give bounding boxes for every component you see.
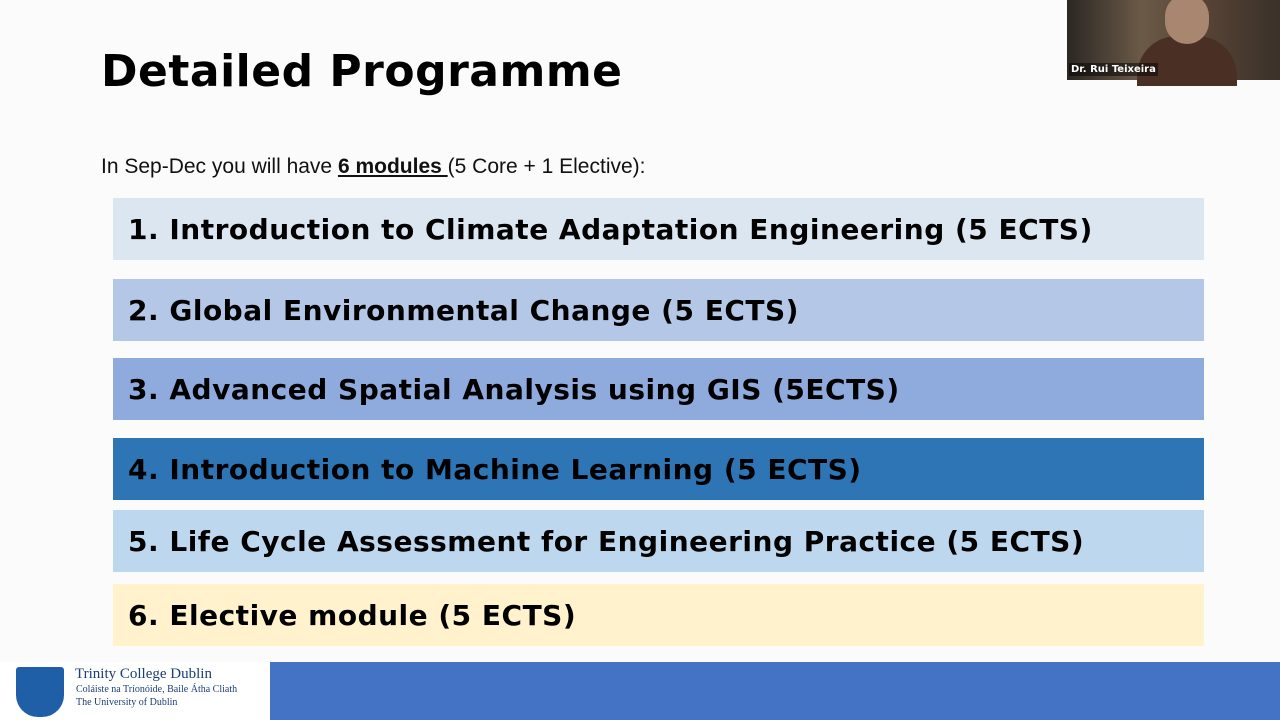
- module-item: 2. Global Environmental Change (5 ECTS): [113, 279, 1204, 341]
- module-item: 1. Introduction to Climate Adaptation En…: [113, 198, 1204, 260]
- footer-logo: Trinity College Dublin Coláiste na Tríon…: [0, 662, 270, 720]
- intro-text: In Sep-Dec you will have 6 modules (5 Co…: [101, 155, 646, 179]
- slide-title: Detailed Programme: [101, 46, 623, 97]
- intro-emphasis: 6 modules: [337, 155, 448, 178]
- intro-prefix: In Sep-Dec you will have: [101, 155, 338, 178]
- module-item: 6. Elective module (5 ECTS): [113, 584, 1204, 646]
- webcam-tile: Dr. Rui Teixeira: [1067, 0, 1280, 86]
- university-irish-name: Coláiste na Tríonóide, Baile Átha Cliath: [76, 684, 238, 695]
- speaker-head: [1165, 0, 1209, 44]
- module-item: 5. Life Cycle Assessment for Engineering…: [113, 510, 1204, 572]
- module-item: 4. Introduction to Machine Learning (5 E…: [113, 438, 1204, 500]
- speaker-name: Dr. Rui Teixeira: [1069, 63, 1158, 76]
- crest: [16, 667, 64, 717]
- speaker-body: [1137, 36, 1237, 86]
- module-item: 3. Advanced Spatial Analysis using GIS (…: [113, 358, 1204, 420]
- university-name: Trinity College Dublin: [75, 666, 212, 682]
- footer-band: [270, 662, 1280, 720]
- university-subtitle: The University of Dublin: [76, 697, 178, 708]
- intro-suffix: (5 Core + 1 Elective):: [447, 155, 646, 178]
